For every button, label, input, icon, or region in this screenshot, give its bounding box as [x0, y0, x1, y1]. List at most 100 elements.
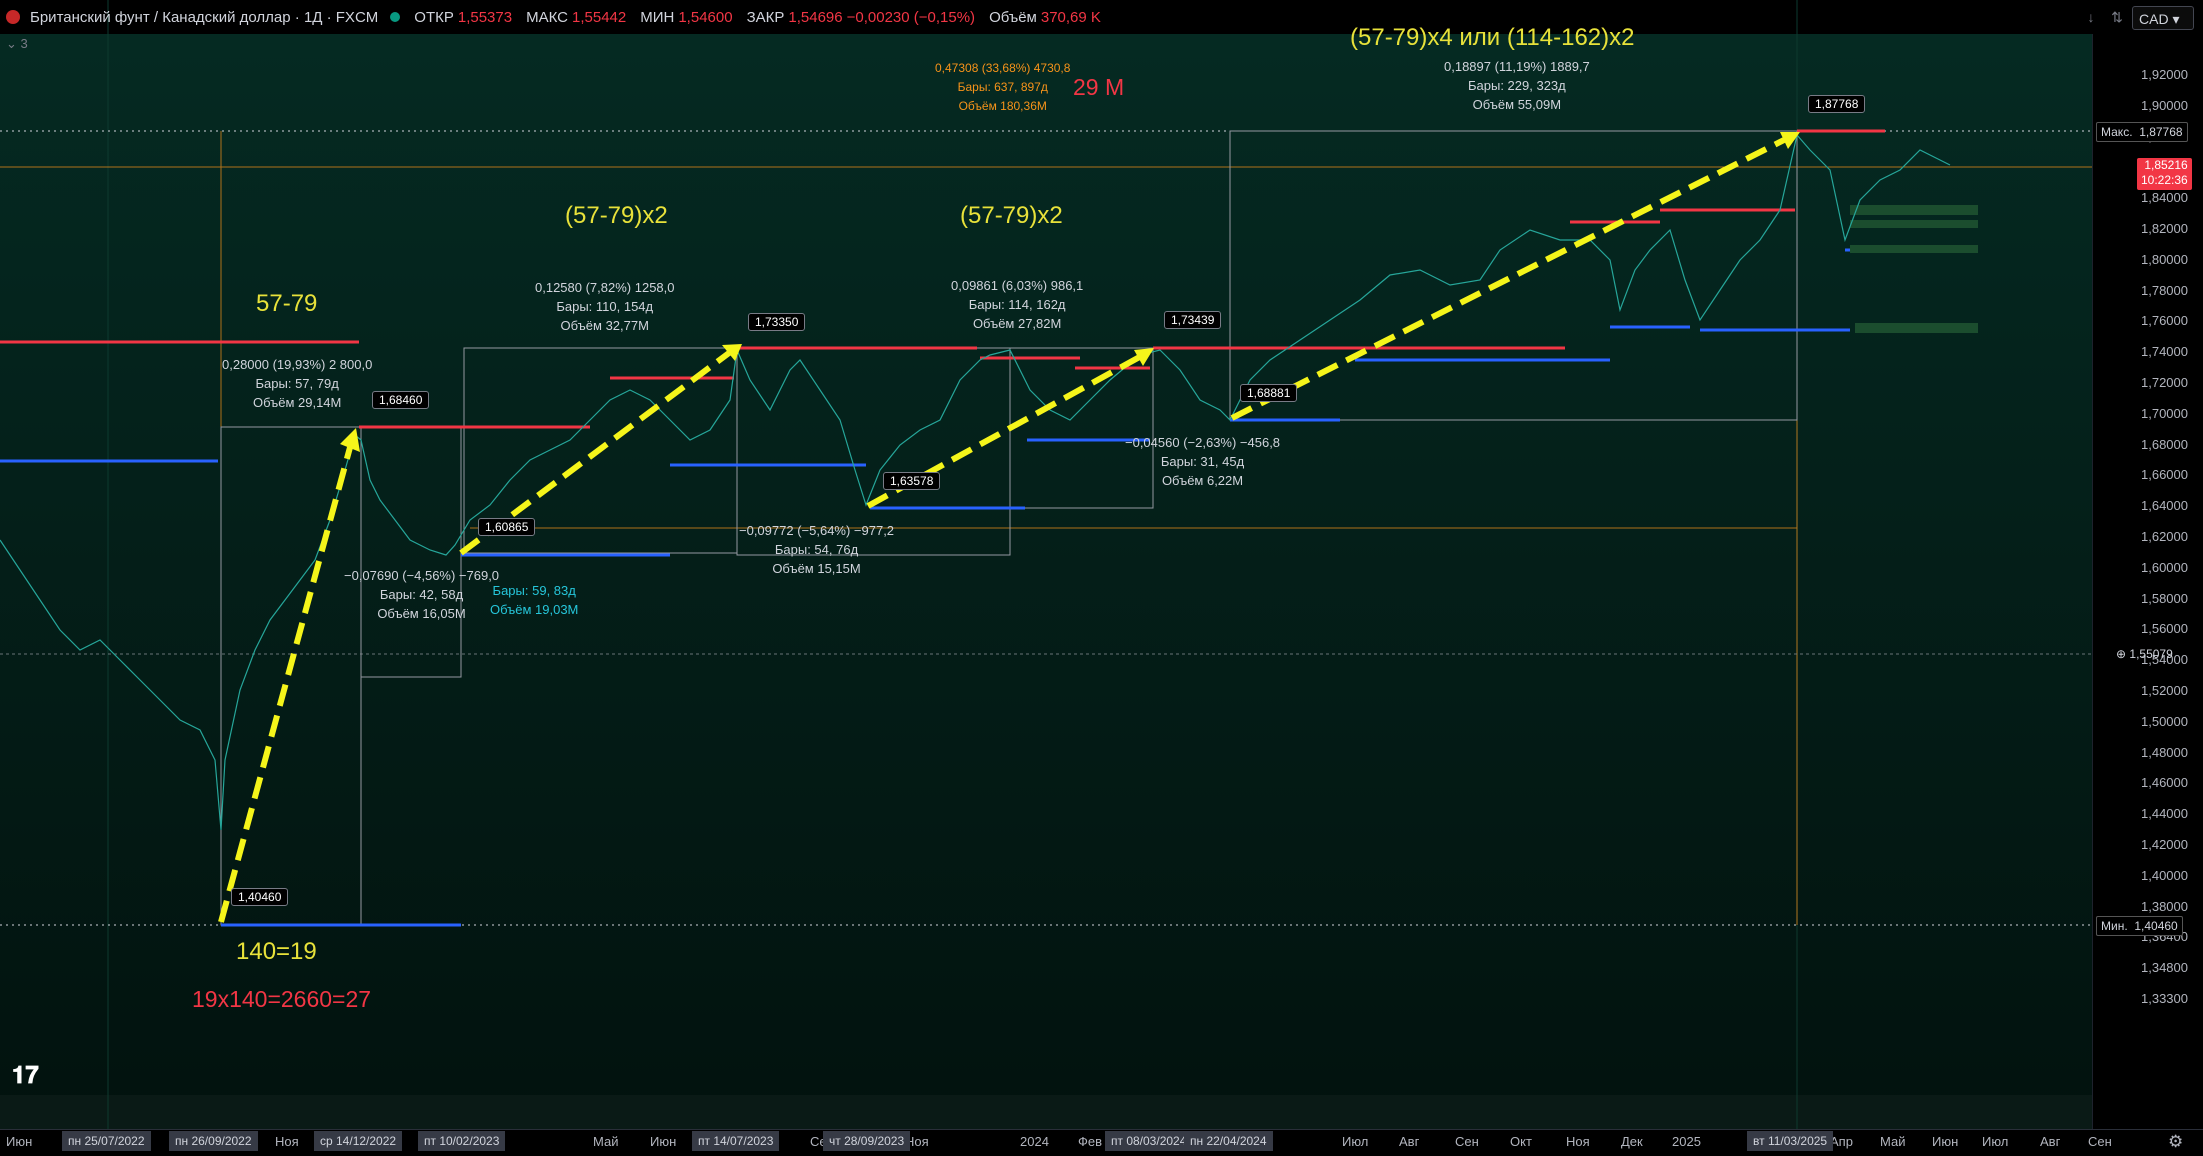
- measure-line: −0,04560 (−2,63%) −456,8: [1125, 435, 1281, 450]
- high-value: 1,55442: [572, 8, 627, 26]
- time-marker-label: пн 25/07/2022: [62, 1131, 151, 1151]
- measure-line: −0,07690 (−4,56%) −769,0: [344, 568, 500, 583]
- measure-g: −0,09772 (−5,64%) −977,2 Бары: 54, 76д О…: [739, 521, 894, 578]
- arrow-down-icon[interactable]: ↓: [2087, 9, 2095, 25]
- price-tick-label: 1,62000: [2141, 529, 2188, 544]
- crosshair-price-tag: ⊕ 1,55079: [2112, 645, 2177, 663]
- price-point-label: 1,87768: [1808, 95, 1866, 113]
- max-price-tag: Макс. 1,87768: [2096, 122, 2188, 142]
- min-price-value: 1,40460: [2134, 919, 2178, 933]
- time-tick-label: Сен: [1455, 1134, 1479, 1149]
- price-tick-label: 1,92000: [2141, 67, 2188, 82]
- price-tick-label: 1,38000: [2141, 898, 2188, 914]
- price-tick-label: 1,72000: [2141, 375, 2188, 390]
- time-tick-label: Июн: [1932, 1134, 1959, 1149]
- orange-measure-line: Объём 180,36M: [958, 99, 1047, 113]
- time-tick-label: Фев: [1078, 1134, 1103, 1149]
- equation-product: 19x140=2660=27: [192, 986, 372, 1012]
- price-axis[interactable]: [2092, 34, 2203, 1129]
- time-tick-label: Ноя: [905, 1134, 929, 1149]
- indicators-toggle[interactable]: ⌄ 3: [6, 36, 28, 51]
- price-tick-label: 1,50000: [2141, 713, 2188, 729]
- swap-icon[interactable]: ⇅: [2111, 9, 2123, 25]
- price-tick-label: 1,74000: [2141, 344, 2188, 360]
- price-tick-label: 1,84000: [2141, 190, 2188, 206]
- price-tick-label: 1,80000: [2141, 251, 2188, 267]
- measure-line: Объём 32,77M: [560, 318, 649, 333]
- time-marker-label: пн 22/04/2024: [1184, 1131, 1273, 1151]
- price-tick-label: 1,78000: [2141, 282, 2188, 298]
- time-tick-label: Май: [1880, 1134, 1906, 1149]
- measure-line: Бары: 54, 76д: [774, 542, 859, 557]
- price-tick-label: 1,58000: [2141, 590, 2188, 606]
- currency-select[interactable]: CAD ▾: [2132, 6, 2194, 30]
- logo-icon: [6, 10, 20, 24]
- price-tick-label: 1,48000: [2141, 744, 2188, 760]
- support-lines: [0, 248, 1885, 927]
- m29-label: 29 M: [1073, 74, 1125, 100]
- price-tick-label: 1,60000: [2141, 559, 2188, 575]
- measure-line: Бары: 59, 83д: [492, 583, 576, 598]
- measure-line: Объём 16,05M: [377, 606, 466, 621]
- measure-line: Объём 29,14M: [252, 395, 342, 410]
- plus-circle-icon[interactable]: ⊕: [2116, 647, 2127, 661]
- time-marker-label: чт 28/09/2023: [823, 1131, 911, 1151]
- volume-label: Объём: [989, 8, 1037, 26]
- measure-line: Бары: 42, 58д: [379, 587, 464, 602]
- close-label: ЗАКР: [746, 8, 785, 26]
- time-marker-label: пт 14/07/2023: [692, 1131, 780, 1151]
- price-point-label: 1,73350: [748, 313, 806, 331]
- change-value: −0,00230 (−0,15%): [846, 8, 976, 26]
- volume-value: 370,69 K: [1040, 8, 1101, 26]
- price-tick-label: 1,66000: [2141, 467, 2188, 483]
- time-tick-label: Окт: [1510, 1134, 1532, 1149]
- measure-line: Объём 27,82M: [972, 316, 1062, 331]
- time-tick-label: Июл: [1342, 1134, 1369, 1149]
- measure-line: Объём 15,15M: [772, 561, 861, 576]
- wave-x2-label-a: (57-79)x2: [565, 202, 668, 229]
- low-label: МИН: [640, 8, 675, 26]
- time-marker-label: пн 26/09/2022: [169, 1131, 258, 1151]
- arrow-heads: [340, 132, 1800, 452]
- measure-line: Объём 55,09M: [1472, 97, 1562, 112]
- measure-b: 0,12580 (7,82%) 1258,0 Бары: 110, 154д О…: [535, 278, 675, 335]
- wave-x2-label-b: (57-79)x2: [960, 202, 1063, 229]
- current-price-value: 1,85216: [2144, 158, 2188, 172]
- wave-x4-label: (57-79)x4 или (114-162)x2: [1350, 24, 1635, 51]
- currency-value: CAD: [2139, 11, 2169, 27]
- measure-line: 0,28000 (19,93%) 2 800,0: [222, 357, 373, 372]
- price-tick-label: 1,42000: [2141, 837, 2188, 852]
- price-tick-label: 1,33300: [2141, 991, 2188, 1006]
- wave-57-79-label: 57-79: [256, 290, 318, 317]
- price-tick-label: 1,52000: [2141, 683, 2188, 698]
- orange-measure: 0,47308 (33,68%) 4730,8 Бары: 637, 897д …: [935, 59, 1070, 116]
- time-tick-label: Сен: [2088, 1134, 2112, 1149]
- equation-140: 140=19: [236, 938, 317, 965]
- measure-d: 0,18897 (11,19%) 1889,7 Бары: 229, 323д …: [1444, 57, 1590, 114]
- measure-line: Объём 19,03M: [490, 602, 579, 617]
- symbol-header: Британский фунт / Канадский доллар · 1Д …: [0, 0, 1101, 34]
- measure-h: −0,04560 (−2,63%) −456,8 Бары: 31, 45д О…: [1125, 433, 1280, 490]
- time-tick-label: Авг: [2040, 1134, 2061, 1149]
- time-tick-label: Июн: [650, 1134, 677, 1149]
- time-tick-label: Июн: [6, 1134, 33, 1149]
- measure-line: Бары: 57, 79д: [255, 376, 339, 391]
- price-tick-label: 1,90000: [2141, 97, 2188, 113]
- symbol-title[interactable]: Британский фунт / Канадский доллар · 1Д …: [30, 8, 379, 26]
- gear-icon[interactable]: ⚙: [2168, 1132, 2184, 1151]
- price-tick-label: 1,46000: [2141, 775, 2188, 791]
- time-marker-label: вт 11/03/2025: [1747, 1131, 1834, 1151]
- volume-pane: [0, 1095, 2092, 1129]
- tradingview-logo: 𝟏𝟕: [12, 1062, 39, 1089]
- price-point-label: 1,68460: [372, 391, 430, 409]
- time-tick-label: Ноя: [1566, 1134, 1590, 1149]
- close-value: 1,54696: [788, 8, 843, 26]
- green-zones: [1850, 205, 1978, 333]
- measure-a: 0,28000 (19,93%) 2 800,0 Бары: 57, 79д О…: [222, 355, 372, 412]
- time-tick-label: Авг: [1399, 1134, 1420, 1149]
- price-tick-label: 1,56000: [2141, 621, 2188, 637]
- min-price-label: Мин.: [2101, 919, 2128, 933]
- time-marker-label: пт 10/02/2023: [418, 1131, 506, 1151]
- price-tick-label: 1,40000: [2141, 867, 2188, 883]
